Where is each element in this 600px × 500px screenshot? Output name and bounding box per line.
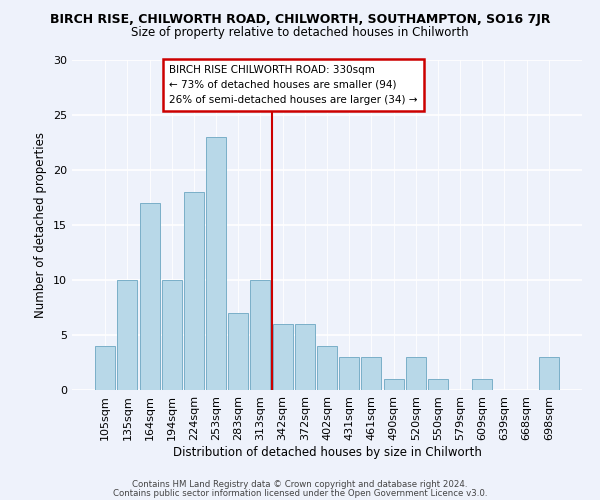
Bar (206, 137, 226, 390)
Bar (250, 280, 271, 390)
Bar (383, 379, 404, 390)
Bar (295, 324, 315, 390)
Bar (406, 357, 426, 390)
Bar (184, 192, 204, 390)
Bar (428, 379, 448, 390)
Text: BIRCH RISE CHILWORTH ROAD: 330sqm
← 73% of detached houses are smaller (94)
26% : BIRCH RISE CHILWORTH ROAD: 330sqm ← 73% … (169, 65, 418, 104)
Bar (95, 346, 115, 390)
Bar (339, 357, 359, 390)
Text: Contains public sector information licensed under the Open Government Licence v3: Contains public sector information licen… (113, 488, 487, 498)
Text: Contains HM Land Registry data © Crown copyright and database right 2024.: Contains HM Land Registry data © Crown c… (132, 480, 468, 489)
Text: BIRCH RISE, CHILWORTH ROAD, CHILWORTH, SOUTHAMPTON, SO16 7JR: BIRCH RISE, CHILWORTH ROAD, CHILWORTH, S… (50, 12, 550, 26)
Bar (162, 280, 182, 390)
Bar (539, 357, 559, 390)
Text: Size of property relative to detached houses in Chilworth: Size of property relative to detached ho… (131, 26, 469, 39)
Bar (472, 379, 492, 390)
Bar (228, 313, 248, 390)
Bar (140, 203, 160, 390)
Bar (118, 280, 137, 390)
Bar (272, 324, 293, 390)
Bar (317, 346, 337, 390)
X-axis label: Distribution of detached houses by size in Chilworth: Distribution of detached houses by size … (173, 446, 481, 458)
Y-axis label: Number of detached properties: Number of detached properties (34, 132, 47, 318)
Bar (361, 357, 382, 390)
